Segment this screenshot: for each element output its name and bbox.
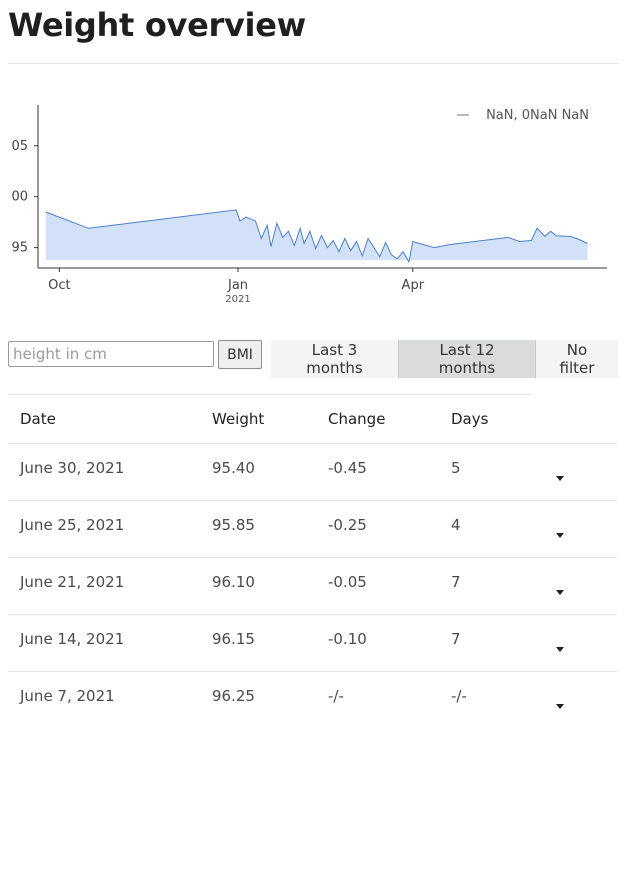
caret-down-icon[interactable] [556, 464, 564, 482]
column-header-days[interactable]: Days [451, 410, 489, 428]
cell-change: -0.25 [328, 516, 367, 534]
weight-line [45, 209, 588, 264]
y-tick-label: 05 [11, 139, 28, 154]
page-title: Weight overview [8, 6, 306, 44]
caret-down-icon[interactable] [556, 692, 564, 710]
caret-down-icon[interactable] [556, 578, 564, 596]
y-tick-label: 95 [11, 241, 28, 256]
date-filter-group: Last 3 months Last 12 months No filter [271, 340, 618, 378]
cell-date: June 25, 2021 [20, 516, 125, 534]
legend-label: NaN, 0NaN NaN [486, 108, 589, 123]
table-row: June 30, 2021 95.40 -0.45 5 [8, 444, 617, 501]
cell-change: -0.45 [328, 459, 367, 477]
cell-change: -/- [328, 687, 344, 705]
column-header-date[interactable]: Date [20, 410, 56, 428]
cell-weight: 96.10 [212, 573, 255, 591]
filter-last-3-months[interactable]: Last 3 months [271, 340, 398, 378]
controls-divider [8, 394, 531, 395]
table-row: June 14, 2021 96.15 -0.10 7 [8, 615, 617, 672]
caret-down-icon[interactable] [556, 635, 564, 653]
cell-weight: 95.40 [212, 459, 255, 477]
cell-weight: 96.15 [212, 630, 255, 648]
bmi-button[interactable]: BMI [218, 340, 262, 369]
weight-area [45, 209, 588, 262]
x-tick-label: Oct [48, 278, 70, 293]
cell-date: June 7, 2021 [20, 687, 115, 705]
column-header-weight[interactable]: Weight [212, 410, 265, 428]
table-row: June 7, 2021 96.25 -/- -/- [8, 672, 617, 728]
cell-date: June 30, 2021 [20, 459, 125, 477]
cell-change: -0.05 [328, 573, 367, 591]
cell-days: 5 [451, 459, 461, 477]
column-header-change[interactable]: Change [328, 410, 386, 428]
cell-days: 7 [451, 630, 461, 648]
caret-down-icon[interactable] [556, 521, 564, 539]
x-tick-sublabel: 2021 [225, 294, 250, 305]
filter-last-12-months[interactable]: Last 12 months [398, 340, 536, 378]
cell-weight: 95.85 [212, 516, 255, 534]
cell-date: June 21, 2021 [20, 573, 125, 591]
cell-days: 7 [451, 573, 461, 591]
title-divider [8, 63, 618, 64]
table-row: June 25, 2021 95.85 -0.25 4 [8, 501, 617, 558]
cell-change: -0.10 [328, 630, 367, 648]
table-row: June 21, 2021 96.10 -0.05 7 [8, 558, 617, 615]
cell-days: -/- [451, 687, 467, 705]
weight-table: Date Weight Change Days June 30, 2021 95… [8, 395, 617, 728]
y-tick-label: 00 [11, 190, 28, 205]
x-tick-label: Jan [227, 278, 248, 293]
x-tick-label: Apr [402, 278, 425, 293]
cell-weight: 96.25 [212, 687, 255, 705]
filter-none[interactable]: No filter [536, 340, 618, 378]
cell-date: June 14, 2021 [20, 630, 125, 648]
table-header-row: Date Weight Change Days [8, 395, 617, 444]
height-input[interactable] [8, 341, 214, 367]
cell-days: 4 [451, 516, 461, 534]
weight-chart: 05 00 95 Oct Jan 2021 Apr NaN, 0NaN NaN [0, 95, 644, 310]
